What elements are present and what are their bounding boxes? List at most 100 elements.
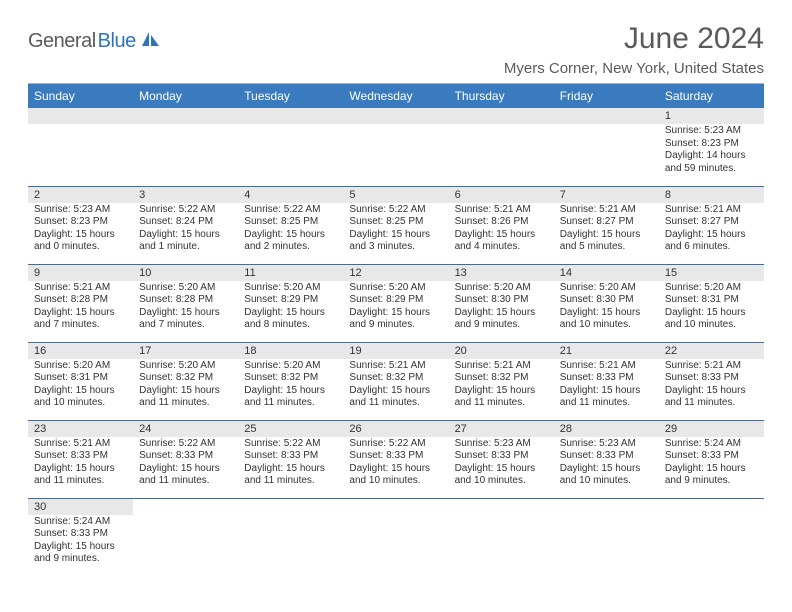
day-cell: 14Sunrise: 5:20 AMSunset: 8:30 PMDayligh… bbox=[554, 264, 659, 342]
sunset-text: Sunset: 8:28 PM bbox=[139, 294, 232, 307]
sunset-text: Sunset: 8:27 PM bbox=[560, 216, 653, 229]
day-number: 28 bbox=[554, 421, 659, 437]
day-body: Sunrise: 5:23 AMSunset: 8:23 PMDaylight:… bbox=[659, 124, 764, 177]
day-cell: 2Sunrise: 5:23 AMSunset: 8:23 PMDaylight… bbox=[28, 186, 133, 264]
day-body: Sunrise: 5:22 AMSunset: 8:24 PMDaylight:… bbox=[133, 203, 238, 256]
daylight-text: Daylight: 15 hours and 9 minutes. bbox=[665, 463, 758, 488]
daylight-text: Daylight: 15 hours and 11 minutes. bbox=[560, 385, 653, 410]
day-body: Sunrise: 5:20 AMSunset: 8:32 PMDaylight:… bbox=[133, 359, 238, 412]
empty-cell bbox=[659, 498, 764, 576]
daylight-text: Daylight: 15 hours and 11 minutes. bbox=[244, 385, 337, 410]
location: Myers Corner, New York, United States bbox=[504, 60, 764, 77]
sunset-text: Sunset: 8:33 PM bbox=[455, 450, 548, 463]
daylight-text: Daylight: 15 hours and 10 minutes. bbox=[560, 307, 653, 332]
sunset-text: Sunset: 8:33 PM bbox=[665, 450, 758, 463]
day-number: 25 bbox=[238, 421, 343, 437]
day-body: Sunrise: 5:22 AMSunset: 8:25 PMDaylight:… bbox=[343, 203, 448, 256]
daylight-text: Daylight: 15 hours and 1 minute. bbox=[139, 229, 232, 254]
day-body: Sunrise: 5:20 AMSunset: 8:28 PMDaylight:… bbox=[133, 281, 238, 334]
sunset-text: Sunset: 8:33 PM bbox=[665, 372, 758, 385]
day-body: Sunrise: 5:23 AMSunset: 8:33 PMDaylight:… bbox=[449, 437, 554, 490]
empty-cell bbox=[554, 498, 659, 576]
day-body: Sunrise: 5:22 AMSunset: 8:25 PMDaylight:… bbox=[238, 203, 343, 256]
daylight-text: Daylight: 15 hours and 0 minutes. bbox=[34, 229, 127, 254]
sunrise-text: Sunrise: 5:22 AM bbox=[349, 438, 442, 451]
day-body: Sunrise: 5:24 AMSunset: 8:33 PMDaylight:… bbox=[28, 515, 133, 568]
sunrise-text: Sunrise: 5:21 AM bbox=[665, 204, 758, 217]
sunset-text: Sunset: 8:33 PM bbox=[34, 450, 127, 463]
day-body: Sunrise: 5:21 AMSunset: 8:26 PMDaylight:… bbox=[449, 203, 554, 256]
sunrise-text: Sunrise: 5:21 AM bbox=[665, 360, 758, 373]
day-cell: 9Sunrise: 5:21 AMSunset: 8:28 PMDaylight… bbox=[28, 264, 133, 342]
sunset-text: Sunset: 8:32 PM bbox=[349, 372, 442, 385]
daylight-text: Daylight: 15 hours and 9 minutes. bbox=[34, 541, 127, 566]
day-number: 19 bbox=[343, 343, 448, 359]
day-cell: 17Sunrise: 5:20 AMSunset: 8:32 PMDayligh… bbox=[133, 342, 238, 420]
day-number: 10 bbox=[133, 265, 238, 281]
day-body: Sunrise: 5:21 AMSunset: 8:33 PMDaylight:… bbox=[554, 359, 659, 412]
day-body: Sunrise: 5:20 AMSunset: 8:30 PMDaylight:… bbox=[449, 281, 554, 334]
sunset-text: Sunset: 8:33 PM bbox=[560, 450, 653, 463]
day-cell: 8Sunrise: 5:21 AMSunset: 8:27 PMDaylight… bbox=[659, 186, 764, 264]
sunrise-text: Sunrise: 5:21 AM bbox=[560, 204, 653, 217]
daylight-text: Daylight: 15 hours and 11 minutes. bbox=[34, 463, 127, 488]
day-cell: 12Sunrise: 5:20 AMSunset: 8:29 PMDayligh… bbox=[343, 264, 448, 342]
header: General Blue June 2024 Myers Corner, New… bbox=[28, 22, 764, 77]
logo-text-general: General bbox=[28, 30, 96, 53]
day-number: 21 bbox=[554, 343, 659, 359]
day-body: Sunrise: 5:24 AMSunset: 8:33 PMDaylight:… bbox=[659, 437, 764, 490]
day-cell: 25Sunrise: 5:22 AMSunset: 8:33 PMDayligh… bbox=[238, 420, 343, 498]
day-number: 15 bbox=[659, 265, 764, 281]
sunrise-text: Sunrise: 5:21 AM bbox=[349, 360, 442, 373]
sunset-text: Sunset: 8:24 PM bbox=[139, 216, 232, 229]
daylight-text: Daylight: 15 hours and 9 minutes. bbox=[455, 307, 548, 332]
sunset-text: Sunset: 8:32 PM bbox=[139, 372, 232, 385]
day-number: 4 bbox=[238, 187, 343, 203]
daylight-text: Daylight: 15 hours and 4 minutes. bbox=[455, 229, 548, 254]
day-body: Sunrise: 5:21 AMSunset: 8:33 PMDaylight:… bbox=[28, 437, 133, 490]
day-cell: 4Sunrise: 5:22 AMSunset: 8:25 PMDaylight… bbox=[238, 186, 343, 264]
day-cell: 23Sunrise: 5:21 AMSunset: 8:33 PMDayligh… bbox=[28, 420, 133, 498]
day-number: 18 bbox=[238, 343, 343, 359]
day-cell: 3Sunrise: 5:22 AMSunset: 8:24 PMDaylight… bbox=[133, 186, 238, 264]
day-number: 8 bbox=[659, 187, 764, 203]
sunset-text: Sunset: 8:32 PM bbox=[455, 372, 548, 385]
day-body: Sunrise: 5:20 AMSunset: 8:32 PMDaylight:… bbox=[238, 359, 343, 412]
sunrise-text: Sunrise: 5:20 AM bbox=[244, 360, 337, 373]
daylight-text: Daylight: 15 hours and 10 minutes. bbox=[665, 307, 758, 332]
empty-cell bbox=[449, 108, 554, 186]
sunset-text: Sunset: 8:33 PM bbox=[349, 450, 442, 463]
sunset-text: Sunset: 8:25 PM bbox=[244, 216, 337, 229]
logo-text-blue: Blue bbox=[98, 30, 136, 53]
day-number: 20 bbox=[449, 343, 554, 359]
day-number: 3 bbox=[133, 187, 238, 203]
weekday-header: Tuesday bbox=[238, 84, 343, 108]
sunset-text: Sunset: 8:33 PM bbox=[560, 372, 653, 385]
daylight-text: Daylight: 15 hours and 11 minutes. bbox=[349, 385, 442, 410]
title-block: June 2024 Myers Corner, New York, United… bbox=[504, 22, 764, 77]
day-body: Sunrise: 5:20 AMSunset: 8:29 PMDaylight:… bbox=[238, 281, 343, 334]
day-cell: 11Sunrise: 5:20 AMSunset: 8:29 PMDayligh… bbox=[238, 264, 343, 342]
sunset-text: Sunset: 8:30 PM bbox=[455, 294, 548, 307]
sunrise-text: Sunrise: 5:20 AM bbox=[349, 282, 442, 295]
sunrise-text: Sunrise: 5:20 AM bbox=[244, 282, 337, 295]
daylight-text: Daylight: 15 hours and 10 minutes. bbox=[349, 463, 442, 488]
sunset-text: Sunset: 8:27 PM bbox=[665, 216, 758, 229]
day-number: 24 bbox=[133, 421, 238, 437]
sunset-text: Sunset: 8:23 PM bbox=[34, 216, 127, 229]
daylight-text: Daylight: 15 hours and 7 minutes. bbox=[34, 307, 127, 332]
day-body: Sunrise: 5:22 AMSunset: 8:33 PMDaylight:… bbox=[133, 437, 238, 490]
day-number: 9 bbox=[28, 265, 133, 281]
sunrise-text: Sunrise: 5:20 AM bbox=[139, 360, 232, 373]
sunset-text: Sunset: 8:31 PM bbox=[34, 372, 127, 385]
sunrise-text: Sunrise: 5:20 AM bbox=[455, 282, 548, 295]
daylight-text: Daylight: 15 hours and 2 minutes. bbox=[244, 229, 337, 254]
day-number: 26 bbox=[343, 421, 448, 437]
day-cell: 24Sunrise: 5:22 AMSunset: 8:33 PMDayligh… bbox=[133, 420, 238, 498]
daylight-text: Daylight: 15 hours and 9 minutes. bbox=[349, 307, 442, 332]
daylight-text: Daylight: 15 hours and 7 minutes. bbox=[139, 307, 232, 332]
sunrise-text: Sunrise: 5:23 AM bbox=[560, 438, 653, 451]
day-cell: 29Sunrise: 5:24 AMSunset: 8:33 PMDayligh… bbox=[659, 420, 764, 498]
day-body: Sunrise: 5:20 AMSunset: 8:30 PMDaylight:… bbox=[554, 281, 659, 334]
empty-cell bbox=[133, 108, 238, 186]
